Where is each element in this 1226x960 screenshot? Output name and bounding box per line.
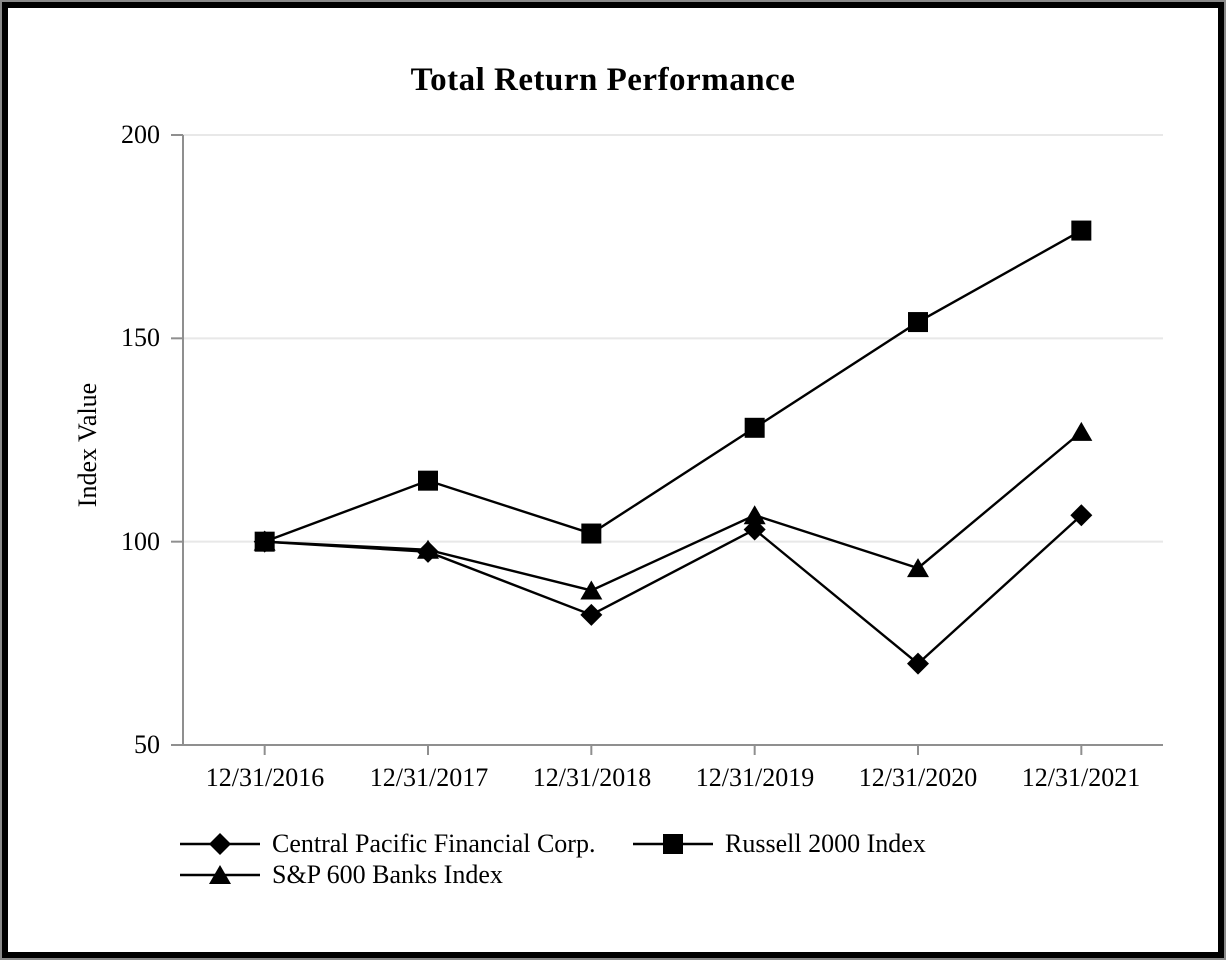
square-marker-icon xyxy=(633,834,713,854)
y-tick-label-200: 200 xyxy=(121,120,160,149)
x-tick-label-2016: 12/31/2016 xyxy=(205,763,325,792)
legend-item-sp600-banks: S&P 600 Banks Index xyxy=(180,861,503,889)
y-tick-label-150: 150 xyxy=(121,323,160,352)
y-tick-label-50: 50 xyxy=(134,730,160,759)
legend-item-russell-2000: Russell 2000 Index xyxy=(633,830,926,858)
legend-label: Central Pacific Financial Corp. xyxy=(272,829,596,858)
x-tick-label-2020: 12/31/2020 xyxy=(858,763,978,792)
triangle-marker-icon xyxy=(180,865,260,884)
x-tick-label-2019: 12/31/2019 xyxy=(695,763,815,792)
legend-label: Russell 2000 Index xyxy=(725,829,926,858)
legend-item-central-pacific: Central Pacific Financial Corp. xyxy=(180,830,595,858)
x-tick-label-2021: 12/31/2021 xyxy=(1021,763,1141,792)
x-tick-label-2017: 12/31/2017 xyxy=(369,763,489,792)
diamond-marker-icon xyxy=(180,833,260,855)
x-tick-label-2018: 12/31/2018 xyxy=(532,763,652,792)
legend-label: S&P 600 Banks Index xyxy=(272,860,503,889)
chart-title: Total Return Performance xyxy=(410,62,796,98)
y-tick-label-100: 100 xyxy=(121,527,160,556)
